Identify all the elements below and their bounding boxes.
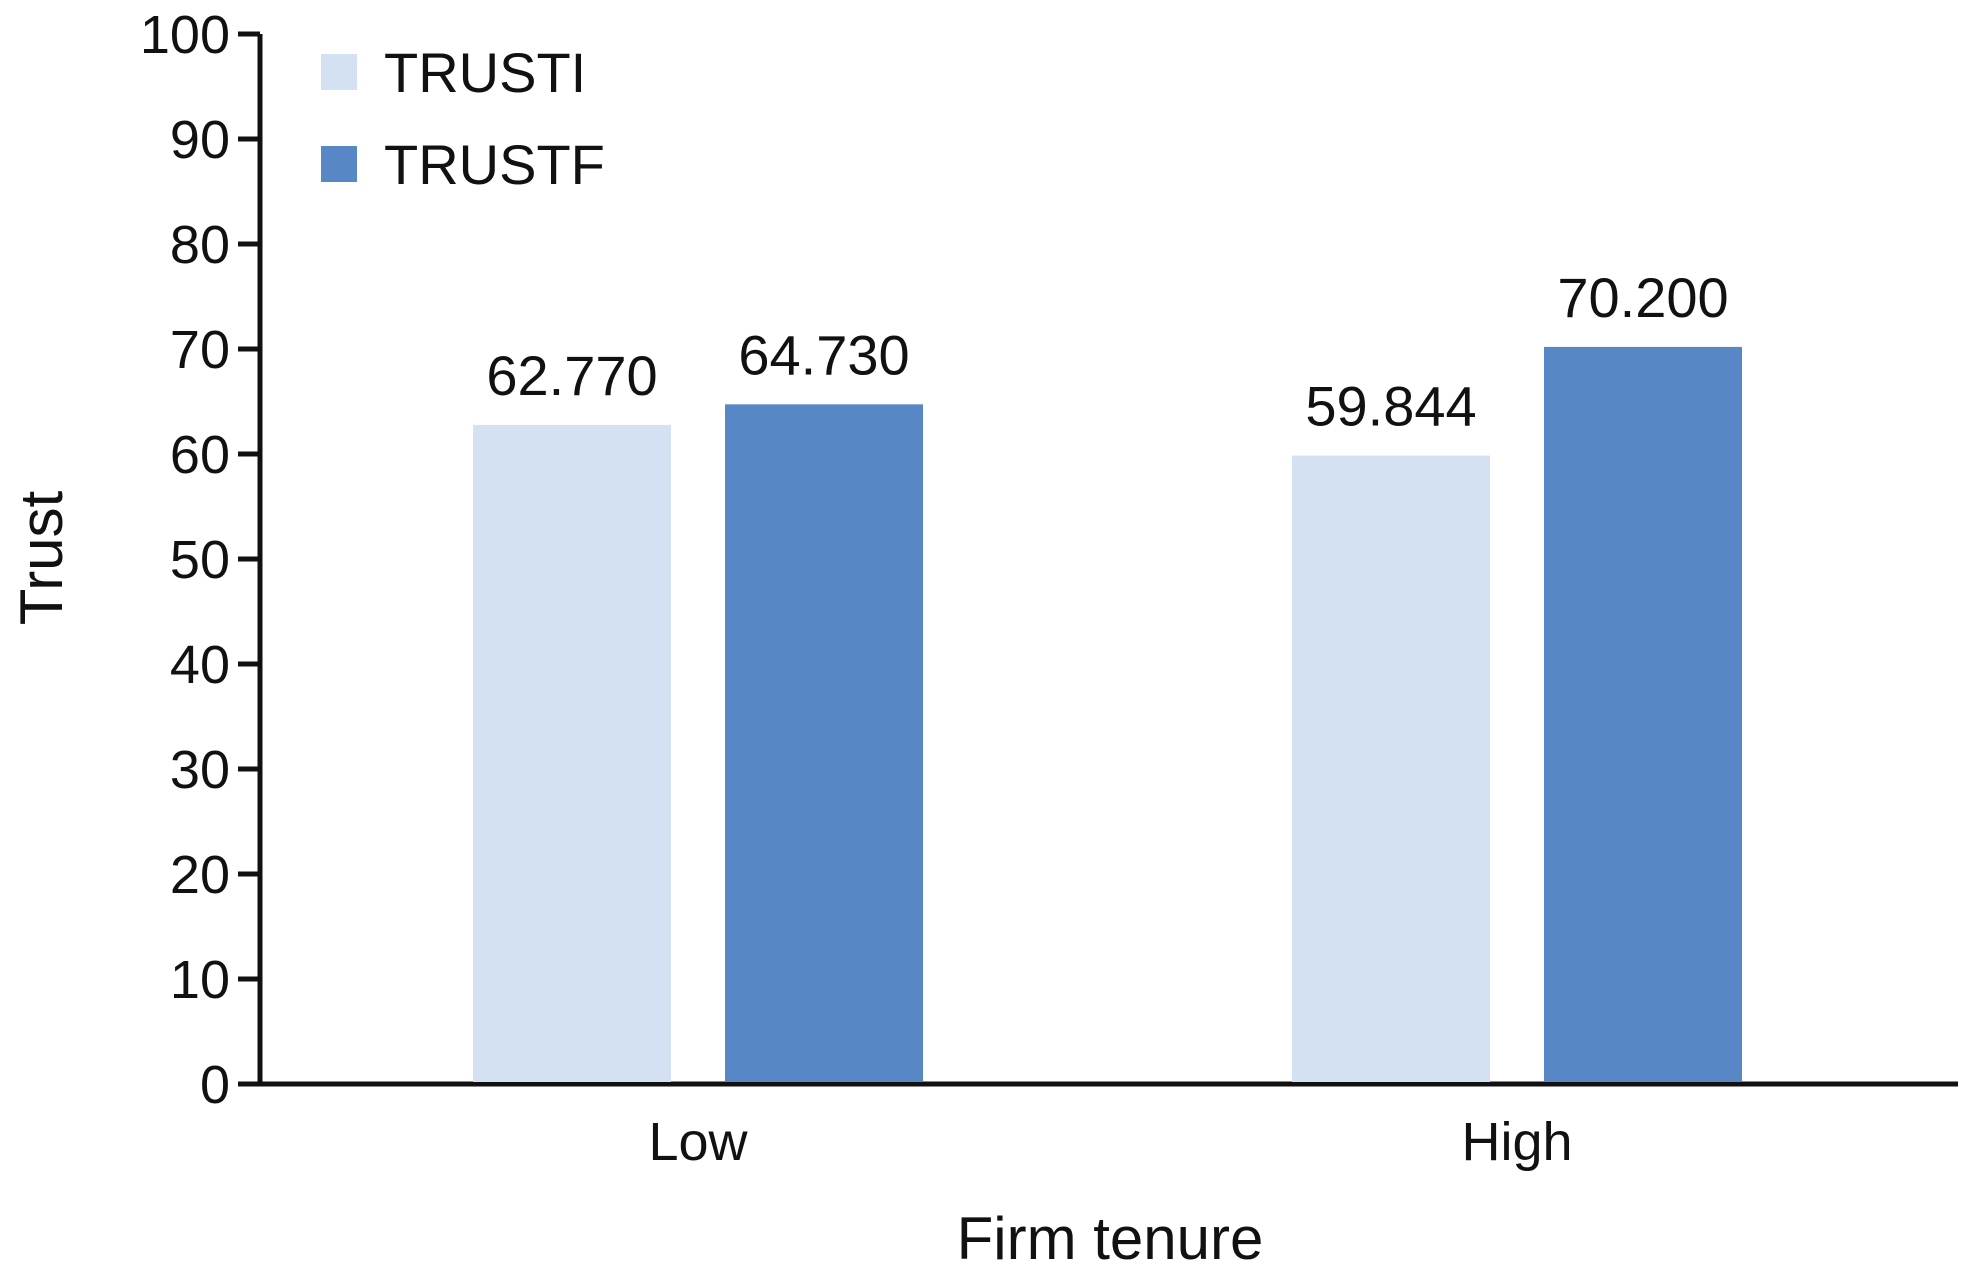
y-tick-label: 90 [170,110,230,170]
y-tick-label: 80 [170,215,230,275]
legend-label: TRUSTF [384,133,605,196]
legend-swatch [321,146,357,182]
bar-trustf-high [1544,346,1742,1082]
y-tick-label: 40 [170,635,230,695]
y-tick-label: 30 [170,740,230,800]
bars [473,346,1742,1083]
y-tick-label: 50 [170,530,230,590]
bar-trusti-low [473,424,671,1082]
data-label: 62.770 [486,344,657,407]
x-tick-label: High [1461,1112,1572,1172]
y-tick-label: 20 [170,845,230,905]
x-axis-title: Firm tenure [957,1205,1264,1272]
data-label: 59.844 [1305,375,1476,438]
legend: TRUSTI TRUSTF [321,41,605,196]
bar-trusti-high [1292,455,1490,1082]
bar-trustf-low [725,404,923,1083]
y-tick-label: 0 [200,1055,230,1115]
legend-label: TRUSTI [384,41,586,104]
data-label: 64.730 [738,323,909,386]
data-labels: 62.770 64.730 59.844 70.200 [486,266,1728,438]
y-axis-title: Trust [8,490,75,625]
y-tick-label: 10 [170,950,230,1010]
y-tick-label: 60 [170,425,230,485]
y-axis: 0 10 20 30 40 50 60 70 80 90 100 [140,5,263,1115]
y-tick-label: 100 [140,5,230,65]
data-label: 70.200 [1557,266,1728,329]
legend-swatch [321,54,357,90]
x-axis: Low High [238,1081,1958,1172]
y-tick-label: 70 [170,320,230,380]
x-tick-label: Low [648,1112,748,1172]
